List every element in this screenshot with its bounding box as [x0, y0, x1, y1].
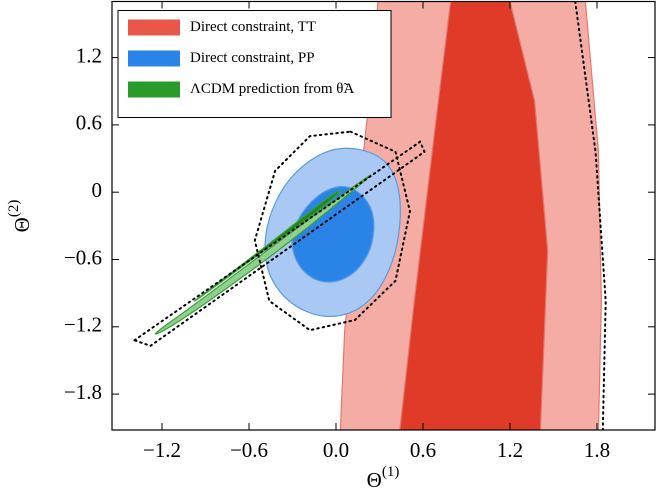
y-tick-label: −0.6 [64, 245, 102, 269]
y-axis-label: Θ(2) [6, 200, 33, 233]
y-tick-label: −1.8 [64, 380, 102, 404]
reference-contour [574, 1, 607, 430]
contour-region [154, 174, 372, 335]
x-tick-label: 0.6 [410, 438, 436, 462]
x-tick-label: −1.2 [143, 438, 181, 462]
x-tick-label: 0.0 [323, 438, 349, 462]
legend-label: ΛCDM prediction from θ̃A [190, 81, 354, 97]
reference-contour [253, 130, 411, 332]
legend-swatch [128, 50, 180, 67]
legend-label: Direct constraint, TT [190, 19, 316, 35]
contour-region [399, 1, 549, 430]
y-tick-label: 0.6 [76, 111, 102, 135]
x-axis-label: Θ(1) [367, 464, 400, 491]
legend-label: Direct constraint, PP [190, 50, 315, 66]
plot-area [133, 1, 607, 430]
x-tick-label: −0.6 [230, 438, 268, 462]
y-tick-label: 0 [92, 178, 103, 202]
reference-contour [133, 140, 426, 347]
frame [111, 0, 656, 431]
legend-swatch [128, 19, 180, 36]
x-tick-label: 1.2 [497, 438, 523, 462]
legend-swatch [128, 81, 180, 98]
y-tick-label: −1.2 [64, 313, 102, 337]
x-tick-label: 1.8 [584, 438, 610, 462]
y-tick-label: 1.2 [76, 43, 102, 67]
